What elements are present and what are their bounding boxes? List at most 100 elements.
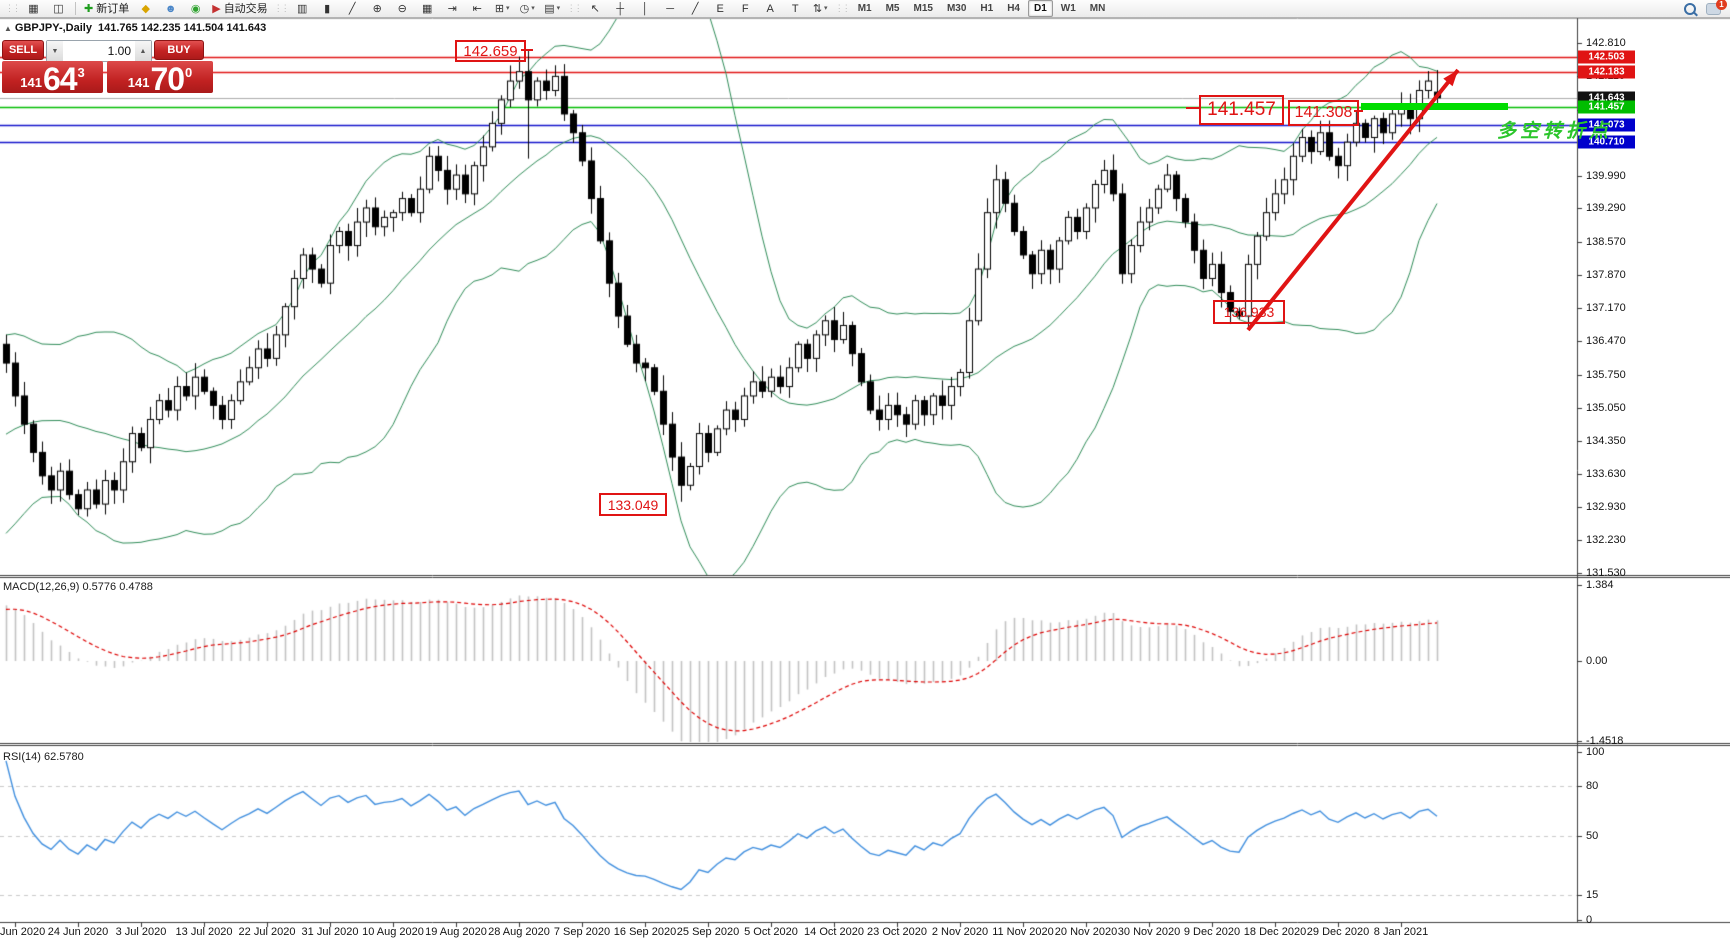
vertical-line-icon: │ [641,2,649,15]
auto-scroll-button[interactable]: ⇥ [441,0,464,18]
volume-decrease-button[interactable]: ▼ [47,41,63,61]
resistance-line-142503[interactable] [0,55,1577,60]
one-click-trading-panel: SELL ▼ ▲ BUY 141 64 3 141 70 0 [2,40,215,97]
resistance-line-142183[interactable] [0,70,1577,75]
candlestick-chart-button[interactable]: ▮ [316,0,339,18]
new-order-label: 新订单 [96,2,130,15]
volume-increase-button[interactable]: ▲ [135,41,151,61]
price-badge: 140.710 [1578,135,1635,149]
zoom-out-button[interactable]: ⊖ [391,0,414,18]
sell-button[interactable]: SELL [2,40,44,60]
line-chart-button[interactable]: ╱ [341,0,364,18]
toolbar-grip[interactable]: ⋮⋮ [834,3,851,13]
cursor-icon: ↖ [590,2,600,15]
crosshair-button[interactable]: ┼ [609,0,632,18]
buy-button[interactable]: BUY [154,40,204,60]
date-axis-label: 18 Dec 2020 [1243,926,1307,938]
text-button[interactable]: A [759,0,782,18]
price-axis-tick: 139.290 [1586,202,1626,215]
notification-badge: 1 [1716,0,1727,10]
new-chart-icon: ▦ [28,2,39,15]
chart-title: ▲ GBPJPY-,Daily 141.765 142.235 141.504 14… [4,22,266,34]
candlestick-chart-icon: ▮ [324,2,331,15]
date-axis-label: 14 Oct 2020 [804,926,864,938]
fibonacci-button[interactable]: F [734,0,757,18]
templates-dropdown-icon[interactable]: ▾ [556,4,561,12]
bid-price-display[interactable]: 141 64 3 [2,61,103,95]
new-order-button[interactable]: ✚ 新订单 [81,0,132,18]
price-annotation-box[interactable]: 141.308 [1288,100,1359,126]
community-chat-icon[interactable]: 1 [1706,0,1727,15]
toolbar-grip[interactable]: ⋮⋮ [273,3,290,13]
symbol-marker-icon: ▲ [4,24,12,33]
timeframe-M5[interactable]: M5 [885,3,900,14]
rsi-axis-tick: 50 [1586,830,1599,842]
cursor-button[interactable]: ↖ [584,0,607,18]
toolbar-grip[interactable]: ⋮⋮ [5,3,21,13]
ask-sup-digit: 0 [185,65,193,80]
price-annotation-box[interactable]: 133.049 [599,493,667,516]
date-axis-label: 8 Jan 2021 [1373,926,1429,938]
profiles-icon: ◫ [53,2,64,15]
price-badge: 142.183 [1578,65,1635,79]
chart-shift-button[interactable]: ⇤ [466,0,489,18]
equidistant-channel-button[interactable]: E [709,0,732,18]
price-annotation-box[interactable]: 142.659 [455,40,526,62]
autotrading-icon: ▶ [212,2,221,15]
periods-dropdown-icon[interactable]: ▾ [531,4,535,12]
price-axis-tick: 131.530 [1586,567,1626,580]
vertical-line-button[interactable]: │ [634,0,657,18]
templates-icon: ▤ [544,2,555,15]
price-annotation-box[interactable]: 141.457 [1199,95,1284,125]
arrows-dropdown-icon[interactable]: ▾ [824,4,828,12]
zoom-out-icon: ⊖ [397,2,407,15]
templates-button[interactable]: ▤ ▾ [541,0,564,18]
price-axis-tick: 137.170 [1586,302,1626,315]
indicators-dropdown-icon[interactable]: ▾ [506,4,510,12]
timeframe-M1[interactable]: M1 [857,3,872,14]
ask-big-digits: 70 [150,61,185,97]
price-annotation-box[interactable]: 136.933 [1213,300,1285,324]
ask-price-display[interactable]: 141 70 0 [107,61,213,97]
trendline-button[interactable]: ╱ [684,0,707,18]
timeframe-D1[interactable]: D1 [1028,0,1053,17]
profiles-button[interactable]: ◫ [47,0,70,18]
timeframe-M30[interactable]: M30 [946,3,967,14]
toolbar-grip[interactable]: ⋮⋮ [566,3,583,13]
date-axis-label: 11 Nov 2020 [992,926,1054,938]
macd-label: MACD(12,26,9) 0.5776 0.4788 [3,581,153,593]
date-axis-label: 9 Dec 2020 [1183,926,1241,938]
horizontal-line-button[interactable]: ─ [659,0,682,18]
date-axis-label: 28 Aug 2020 [488,926,550,938]
bar-chart-button[interactable]: ▥ [291,0,314,18]
date-axis-label: 3 Jul 2020 [115,926,167,938]
pivot-line-140710[interactable] [0,139,1577,144]
search-icon[interactable] [1684,2,1696,15]
price-badge: 142.503 [1578,50,1635,64]
indicators-icon: ⊞ [494,2,505,15]
arrows-button[interactable]: ⇅ ▾ [809,0,832,18]
new-chart-button[interactable]: ▦ [22,0,45,18]
tile-windows-button[interactable]: ▦ [416,0,439,18]
text-label-button[interactable]: T [784,0,807,18]
turning-point-label[interactable]: 多空转折点 [1497,121,1613,142]
price-axis-tick: 134.350 [1586,434,1626,447]
periods-button[interactable]: ◷ ▾ [516,0,539,18]
price-badge: 141.457 [1578,100,1635,114]
volume-input[interactable] [63,41,135,61]
autotrading-button[interactable]: ▶ 自动交易 [209,0,270,18]
timeframe-H1[interactable]: H1 [980,3,994,14]
tile-windows-icon: ▦ [421,2,433,15]
symbol-period-label: GBPJPY-,Daily [14,22,92,34]
breakout-highlight-bar[interactable] [1361,103,1508,110]
signals-button[interactable]: ◉ [184,0,207,18]
community-button[interactable]: ☻ [159,0,182,18]
metaeditor-button[interactable]: ◆ [134,0,157,18]
timeframe-W1[interactable]: W1 [1060,3,1076,14]
zoom-in-button[interactable]: ⊕ [366,0,389,18]
timeframe-H4[interactable]: H4 [1007,3,1020,14]
indicators-button[interactable]: ⊞ ▾ [491,0,514,18]
timeframe-MN[interactable]: MN [1089,3,1106,14]
timeframe-M15[interactable]: M15 [913,3,933,14]
community-icon: ☻ [164,2,177,15]
